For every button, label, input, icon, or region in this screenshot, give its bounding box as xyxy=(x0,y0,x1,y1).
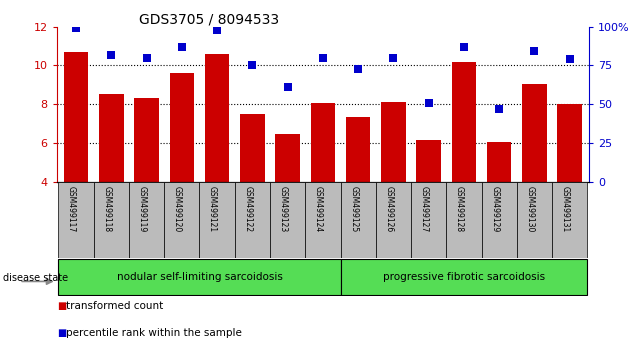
Text: GDS3705 / 8094533: GDS3705 / 8094533 xyxy=(139,12,278,27)
Bar xyxy=(240,114,265,182)
Bar xyxy=(416,141,441,182)
Text: GSM499120: GSM499120 xyxy=(173,186,182,232)
Bar xyxy=(522,84,547,182)
Text: percentile rank within the sample: percentile rank within the sample xyxy=(66,328,242,338)
Point xyxy=(353,66,363,72)
Bar xyxy=(487,142,512,182)
Point xyxy=(494,106,504,112)
Text: GSM499121: GSM499121 xyxy=(208,186,217,232)
Point xyxy=(248,63,258,68)
Text: GSM499117: GSM499117 xyxy=(67,186,76,232)
Bar xyxy=(235,182,270,258)
Bar xyxy=(517,182,552,258)
Point xyxy=(529,48,539,54)
Bar xyxy=(446,182,481,258)
Bar xyxy=(99,94,123,182)
Text: GSM499123: GSM499123 xyxy=(278,186,288,232)
Point xyxy=(459,44,469,50)
Text: GSM499127: GSM499127 xyxy=(420,186,428,232)
Text: GSM499122: GSM499122 xyxy=(243,186,253,232)
Text: GSM499128: GSM499128 xyxy=(455,186,464,232)
Text: ■: ■ xyxy=(57,328,66,338)
Bar xyxy=(558,104,582,182)
Point xyxy=(318,55,328,61)
Point xyxy=(388,55,398,61)
Bar xyxy=(129,182,164,258)
Text: GSM499125: GSM499125 xyxy=(349,186,358,232)
Bar xyxy=(94,182,129,258)
Text: nodular self-limiting sarcoidosis: nodular self-limiting sarcoidosis xyxy=(117,272,282,282)
Point xyxy=(142,55,152,61)
Bar xyxy=(346,117,370,182)
Bar xyxy=(340,182,375,258)
Text: GSM499129: GSM499129 xyxy=(490,186,499,232)
Bar xyxy=(275,133,300,182)
Bar xyxy=(64,52,88,182)
Point xyxy=(71,25,81,31)
Bar xyxy=(311,103,335,182)
Bar xyxy=(452,62,476,182)
Bar xyxy=(59,259,340,295)
Text: GSM499124: GSM499124 xyxy=(314,186,323,232)
Bar xyxy=(375,182,411,258)
Point xyxy=(423,100,433,106)
Bar xyxy=(169,73,194,182)
Bar xyxy=(411,182,446,258)
Text: GSM499119: GSM499119 xyxy=(137,186,147,232)
Text: GSM499131: GSM499131 xyxy=(561,186,570,232)
Bar xyxy=(306,182,340,258)
Point xyxy=(564,56,575,62)
Bar xyxy=(59,182,94,258)
Point xyxy=(177,44,187,50)
Bar xyxy=(134,98,159,182)
Bar xyxy=(205,54,229,182)
Text: GSM499130: GSM499130 xyxy=(525,186,534,233)
Text: GSM499126: GSM499126 xyxy=(384,186,393,232)
Bar xyxy=(340,259,587,295)
Text: transformed count: transformed count xyxy=(66,301,163,311)
Bar xyxy=(381,103,406,182)
Text: ■: ■ xyxy=(57,301,66,311)
Text: progressive fibrotic sarcoidosis: progressive fibrotic sarcoidosis xyxy=(383,272,545,282)
Bar xyxy=(481,182,517,258)
Point xyxy=(212,27,222,33)
Text: GSM499118: GSM499118 xyxy=(102,186,112,232)
Bar xyxy=(270,182,306,258)
Point xyxy=(106,52,117,57)
Text: disease state: disease state xyxy=(3,273,68,283)
Bar xyxy=(200,182,235,258)
Bar xyxy=(164,182,200,258)
Point xyxy=(283,85,293,90)
Bar xyxy=(552,182,587,258)
